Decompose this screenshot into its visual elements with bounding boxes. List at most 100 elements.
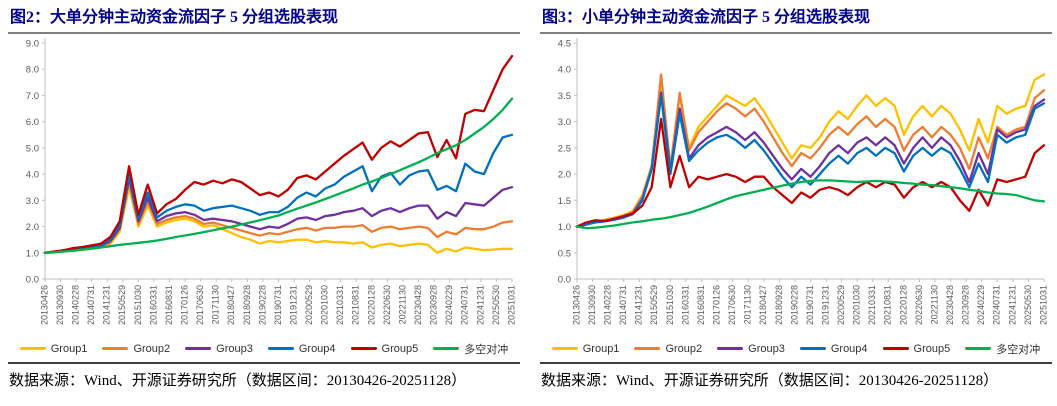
y-tick-label: 1.0 <box>558 222 571 233</box>
y-tick-label: 0.0 <box>26 275 39 286</box>
legend-item-Group1: Group1 <box>551 342 620 355</box>
legend-line-swatch <box>433 347 460 350</box>
x-tick-label: 20160331 <box>148 285 158 325</box>
x-tick-label: 20230428 <box>945 285 955 325</box>
x-tick-label: 20250530 <box>1023 285 1033 325</box>
legend-item-Group2: Group2 <box>102 343 170 355</box>
x-tick-label: 20221130 <box>397 285 407 324</box>
y-axis: 0.0 1.0 2.0 3.0 4.0 5.0 6.0 7.0 8.0 9.0 <box>26 38 46 286</box>
legend-item-Group1: Group1 <box>19 342 88 355</box>
x-tick-label: 20130930 <box>587 285 597 325</box>
y-tick-label: 9.0 <box>26 39 39 50</box>
y-tick-label: 0.5 <box>558 248 571 259</box>
x-tick-label: 20191231 <box>820 285 830 325</box>
x-tick-label: 20220630 <box>914 285 924 325</box>
legend-item-Group5: Group5 <box>882 342 951 355</box>
x-tick-label: 20140228 <box>602 285 612 325</box>
figure-2-line-chart: 0.0 1.0 2.0 3.0 4.0 5.0 6.0 7.0 8.0 9.0 20130426 20… <box>8 35 520 338</box>
figure-3-title-divider <box>540 32 1052 34</box>
y-tick-label: 2.0 <box>26 222 39 233</box>
y-tick-label: 2.5 <box>558 143 571 154</box>
x-tick-label: 20250530 <box>491 285 501 325</box>
x-tick-label: 20180928 <box>774 285 784 325</box>
series-line-多空对冲 <box>43 97 514 254</box>
legend-label: Group1 <box>582 342 620 355</box>
figure-3-legend: Group1 Group2 Group3 Group4 Group5 多空对冲 <box>540 338 1052 359</box>
legend-line-swatch <box>185 347 212 350</box>
figure-3-footer-divider <box>540 362 1052 364</box>
legend-item-Group3: Group3 <box>185 343 253 355</box>
y-tick-label: 3.0 <box>26 196 39 207</box>
x-tick-label: 20180427 <box>226 285 236 325</box>
y-tick-label: 0.0 <box>558 275 571 286</box>
figure-2-panel: 图2：大单分钟主动资金流因子 5 分组选股表现 0.0 1.0 2.0 3.0 4.0 5… <box>8 4 520 390</box>
x-tick-label: 20230928 <box>429 285 439 325</box>
legend-line-swatch <box>799 347 826 350</box>
y-tick-label: 3.0 <box>558 117 571 128</box>
legend-label: 多空对冲 <box>464 343 509 356</box>
legend-item-Group4: Group4 <box>799 342 868 355</box>
x-tick-label: 20140731 <box>86 285 96 325</box>
x-tick-label: 20140731 <box>618 285 628 325</box>
x-tick-label: 20220128 <box>898 285 908 325</box>
legend-label: Group3 <box>748 342 785 355</box>
x-tick-label: 20141231 <box>102 285 112 325</box>
series-line-Group4 <box>575 94 1046 228</box>
x-tick-label: 20170630 <box>195 285 205 325</box>
figure-2-legend: Group1 Group2 Group3 Group4 Group5 多空对冲 <box>8 338 520 359</box>
x-tick-label: 20230428 <box>413 285 423 325</box>
x-tick-label: 20170126 <box>711 285 721 325</box>
series-line-Group5 <box>43 54 514 254</box>
y-tick-label: 1.5 <box>558 196 571 207</box>
legend-item-Group4: Group4 <box>267 342 336 355</box>
x-tick-label: 20170630 <box>727 285 737 325</box>
x-tick-label: 20190731 <box>805 285 815 325</box>
legend-label: Group1 <box>50 342 88 355</box>
series-line-Group3 <box>575 91 1046 228</box>
x-tick-label: 20240229 <box>976 285 986 325</box>
legend-label: Group4 <box>298 342 336 355</box>
x-tick-label: 20251031 <box>506 285 516 325</box>
figure-3-title: 图3：小单分钟主动资金流因子 5 分组选股表现 <box>542 9 871 26</box>
legend-line-swatch <box>267 347 294 350</box>
x-tick-label: 20201030 <box>320 285 330 325</box>
x-tick-label: 20140228 <box>70 285 80 325</box>
x-tick-label: 20171130 <box>743 285 753 324</box>
figure-2-title-divider <box>8 32 520 34</box>
y-tick-label: 4.5 <box>558 39 571 50</box>
x-tick-label: 20220128 <box>366 285 376 325</box>
y-tick-label: 6.0 <box>26 117 39 128</box>
x-tick-label: 20160831 <box>164 285 174 325</box>
legend-label: Group5 <box>913 342 951 355</box>
x-axis: 20130426 20130930 20140228 20140731 20141231… <box>39 278 516 325</box>
x-tick-label: 20150529 <box>117 285 127 325</box>
x-tick-label: 20130930 <box>55 285 65 325</box>
x-tick-label: 20160331 <box>680 285 690 325</box>
x-tick-label: 20240229 <box>444 285 454 325</box>
x-tick-label: 20151030 <box>133 285 143 325</box>
legend-line-swatch <box>19 347 46 350</box>
x-tick-label: 20180928 <box>242 285 252 325</box>
x-tick-label: 20190228 <box>257 285 267 325</box>
legend-label: Group2 <box>665 342 703 355</box>
y-tick-label: 4.0 <box>558 65 571 76</box>
legend-label: 多空对冲 <box>996 343 1041 356</box>
legend-line-swatch <box>551 347 578 350</box>
legend-item-多空对冲: 多空对冲 <box>433 341 508 357</box>
x-tick-label: 20180427 <box>758 285 768 325</box>
series-line-多空对冲 <box>575 179 1046 230</box>
x-tick-label: 20241231 <box>475 285 485 325</box>
x-tick-label: 20230928 <box>961 285 971 325</box>
y-tick-label: 8.0 <box>26 65 39 76</box>
figure-3-source-note: 数据来源：Wind、开源证券研究所（数据区间：20130426-20251128… <box>541 373 999 389</box>
figure-3-panel: 图3：小单分钟主动资金流因子 5 分组选股表现 0.0 0.5 1.0 1.5 2.0 2… <box>540 4 1052 390</box>
x-tick-label: 20210331 <box>867 285 877 325</box>
y-tick-label: 3.5 <box>558 91 571 102</box>
report-figures-row: 图2：大单分钟主动资金流因子 5 分组选股表现 0.0 1.0 2.0 3.0 4.0 5… <box>8 4 1052 390</box>
x-tick-label: 20160831 <box>696 285 706 325</box>
legend-label: Group4 <box>830 342 868 355</box>
legend-item-Group3: Group3 <box>717 343 785 355</box>
legend-label: Group5 <box>381 342 419 355</box>
x-tick-label: 20170126 <box>179 285 189 325</box>
